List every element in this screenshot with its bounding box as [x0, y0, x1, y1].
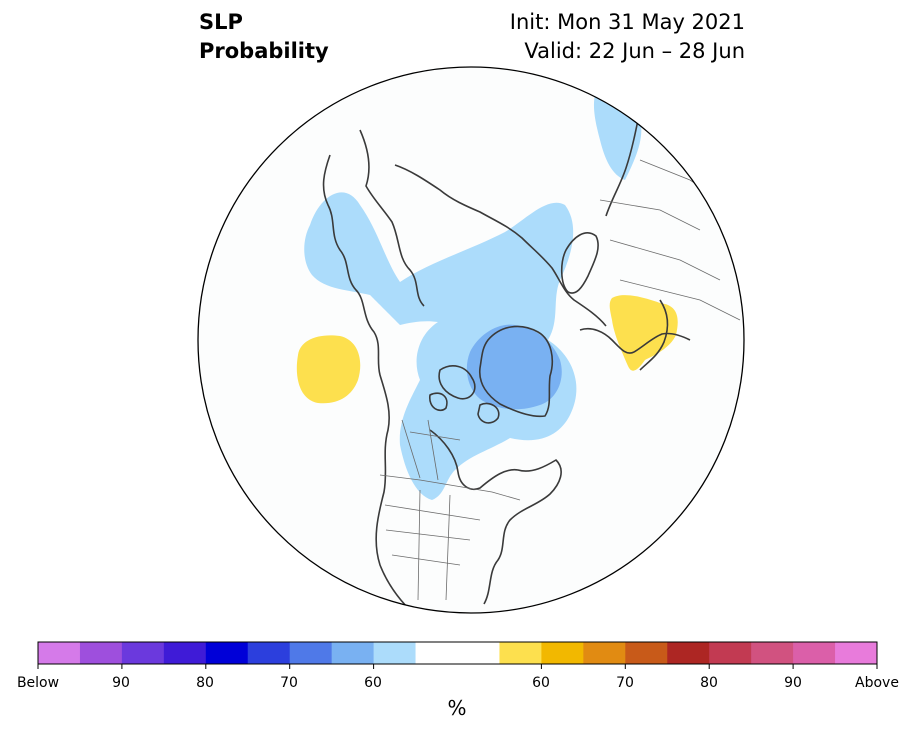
colorbar-segment	[121, 642, 165, 664]
colorbar-segment	[163, 642, 207, 664]
valid-range: Valid: 22 Jun – 28 Jun	[524, 39, 745, 63]
border-us-canada	[379, 474, 521, 501]
colorbar-segment	[247, 642, 291, 664]
colorbar-segment	[373, 642, 417, 664]
coast-eurasia-north	[394, 164, 607, 327]
borders	[379, 159, 741, 601]
colorbar-unit: %	[447, 696, 467, 720]
colorbar-label: 90	[784, 675, 802, 691]
polar-map	[197, 66, 745, 614]
colorbar-segment	[38, 642, 81, 664]
colorbar-segment	[751, 642, 794, 664]
colorbar-segment	[667, 642, 710, 664]
colorbar-segment	[79, 642, 123, 664]
coastlines	[322, 109, 691, 611]
colorbar-label: 80	[196, 675, 214, 691]
below-normal-region-arctic	[304, 192, 577, 500]
colorbar-label: Below	[16, 675, 60, 691]
colorbar-segment	[289, 642, 333, 664]
colorbar-label: Above	[855, 675, 899, 691]
init-date: Init: Mon 31 May 2021	[509, 10, 745, 34]
above-normal-region-pacific	[296, 335, 361, 404]
coast-arctic-archipelago	[429, 365, 500, 424]
colorbar-segment	[331, 642, 375, 664]
title-product: Probability	[199, 39, 329, 63]
colorbar-segment	[835, 642, 878, 664]
title-variable: SLP	[199, 10, 243, 34]
coast-europe-south	[579, 327, 691, 354]
coast-north-america-west	[322, 154, 411, 611]
colorbar-label: 90	[112, 675, 130, 691]
title-block-right: Init: Mon 31 May 2021 Valid: 22 Jun – 28…	[510, 8, 745, 66]
coast-hudson-bay	[429, 429, 562, 605]
colorbar-segment	[583, 642, 626, 664]
colorbar-label: 60	[364, 675, 382, 691]
colorbar-frame	[37, 641, 878, 665]
colorbar-label: 70	[616, 675, 634, 691]
colorbar-label: 80	[700, 675, 718, 691]
border-canada-provinces	[401, 419, 461, 481]
title-block-left: SLP Probability	[199, 8, 329, 66]
coast-alaska-north	[359, 129, 425, 307]
colorbar-segment	[709, 642, 752, 664]
coast-asia-east	[605, 109, 641, 217]
below-normal-medium-greenland	[466, 324, 562, 410]
border-us-states	[384, 489, 481, 601]
coast-greenland	[478, 325, 554, 418]
colorbar-segment	[457, 642, 500, 664]
colorbar-segment	[499, 642, 542, 664]
colorbar	[37, 641, 878, 669]
colorbar-segment	[625, 642, 668, 664]
colorbar-segment	[541, 642, 584, 664]
coast-middle-east	[639, 299, 669, 371]
colorbar-segment	[793, 642, 836, 664]
map-boundary	[197, 66, 745, 614]
colorbar-segment	[415, 642, 458, 664]
colorbar-label: 70	[280, 675, 298, 691]
colorbar-label: 60	[532, 675, 550, 691]
colorbar-segment	[205, 642, 249, 664]
border-eurasia	[599, 159, 741, 321]
coast-scandinavia	[560, 232, 599, 294]
